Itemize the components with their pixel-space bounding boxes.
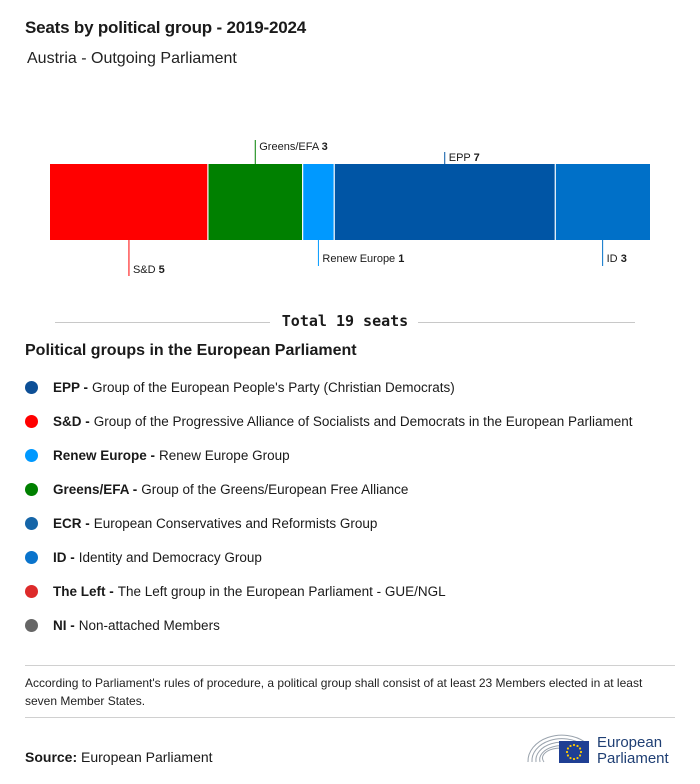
legend-color-dot <box>25 550 38 564</box>
segment-label-value: 7 <box>474 152 480 164</box>
segment-label-value: 3 <box>322 141 328 153</box>
segment-label-value: 1 <box>398 253 404 265</box>
bar-segment <box>50 164 208 240</box>
segment-label: EPP 7 <box>449 152 480 164</box>
hemicycle-flag-icon <box>527 734 589 763</box>
flag-star-icon <box>572 743 576 747</box>
legend-description: Group of the Progressive Alliance of Soc… <box>93 413 633 429</box>
legend-description: Group of the European People's Party (Ch… <box>92 379 455 395</box>
legend-abbr: The Left - <box>53 583 114 599</box>
segment-label: S&D 5 <box>133 264 165 276</box>
segment-label: ID 3 <box>607 253 627 265</box>
chart-subtitle: Austria - Outgoing Parliament <box>27 50 237 67</box>
legend-description: Renew Europe Group <box>159 447 290 463</box>
legend-color-dot <box>25 414 38 428</box>
chart-title: Seats by political group - 2019-2024 <box>25 18 306 37</box>
segment-label-name: ID <box>607 253 621 265</box>
flag-star-icon <box>566 747 570 750</box>
legend-color-dot <box>25 448 38 462</box>
legend-title: Political groups in the European Parliam… <box>25 342 357 359</box>
legend-description: Non-attached Members <box>78 617 220 633</box>
source-value: European Parliament <box>81 749 213 765</box>
bar-segment <box>207 164 303 240</box>
legend-abbr: EPP - <box>53 379 89 395</box>
legend-list: EPP - Group of the European People's Part… <box>25 370 633 642</box>
flag-star-icon <box>579 750 583 754</box>
flag-star-icon <box>569 744 572 748</box>
seats-stacked-bar-chart: S&D 5 Greens/EFA 3 Renew Europe 1 EPP 7 ID 3 <box>50 140 650 276</box>
legend-item: Greens/EFA - Group of the Greens/European… <box>25 472 633 506</box>
footnote: According to Parliament's rules of proce… <box>25 676 643 708</box>
legend-color-dot <box>25 380 38 394</box>
segment-label-value: 5 <box>159 264 165 276</box>
flag-star-icon <box>566 754 570 757</box>
segment-label-name: S&D <box>133 264 159 276</box>
legend-abbr: Greens/EFA - <box>53 481 138 497</box>
flag-star-icon <box>576 744 579 748</box>
segment-label: Greens/EFA 3 <box>259 141 328 153</box>
legend-item: Renew Europe - Renew Europe Group <box>25 438 633 472</box>
bar-segment <box>555 164 650 240</box>
segment-label-value: 3 <box>621 253 627 265</box>
flag-star-icon <box>576 756 579 760</box>
legend-description: Group of the Greens/European Free Allian… <box>141 481 409 497</box>
european-parliament-logo: European Parliament <box>525 728 685 768</box>
total-seats-row: Total 19 seats <box>55 310 635 334</box>
flag-star-icon <box>572 757 576 761</box>
legend-color-dot <box>25 618 38 632</box>
legend-item: ID - Identity and Democracy Group <box>25 540 633 574</box>
flag-star-icon <box>578 754 582 757</box>
bar-segment <box>302 164 335 240</box>
segment-label-name: Renew Europe <box>322 253 398 265</box>
legend-abbr: Renew Europe - <box>53 447 156 463</box>
logo-text-line1: European <box>597 734 663 751</box>
legend-abbr: S&D - <box>53 413 90 429</box>
legend-abbr: NI - <box>53 617 75 633</box>
legend-description: The Left group in the European Parliamen… <box>117 583 446 599</box>
legend-description: European Conservatives and Reformists Gr… <box>93 515 378 531</box>
segment-label-name: Greens/EFA <box>259 141 321 153</box>
legend-abbr: ID - <box>53 549 75 565</box>
legend-color-dot <box>25 482 38 496</box>
flag-star-icon <box>565 750 569 754</box>
legend-description: Identity and Democracy Group <box>78 549 262 565</box>
flag-star-icon <box>569 756 572 760</box>
divider <box>25 665 675 666</box>
legend-item: EPP - Group of the European People's Part… <box>25 370 633 404</box>
bar-segment <box>334 164 556 240</box>
total-left-rule <box>55 322 270 323</box>
legend-color-dot <box>25 516 38 530</box>
segment-label-name: EPP <box>449 152 474 164</box>
segment-label: Renew Europe 1 <box>322 253 404 265</box>
total-seats-label: Total 19 seats <box>271 312 419 330</box>
logo-text-line2: Parliament <box>597 750 669 767</box>
legend-item: S&D - Group of the Progressive Alliance o… <box>25 404 633 438</box>
legend-item: The Left - The Left group in the European… <box>25 574 633 608</box>
source-line: Source: European Parliament <box>25 749 213 765</box>
legend-item: ECR - European Conservatives and Reformis… <box>25 506 633 540</box>
total-right-rule <box>413 322 635 323</box>
source-label: Source: <box>25 749 78 765</box>
flag-star-icon <box>578 747 582 750</box>
legend-abbr: ECR - <box>53 515 90 531</box>
divider <box>25 717 675 718</box>
legend-item: NI - Non-attached Members <box>25 608 633 642</box>
legend-color-dot <box>25 584 38 598</box>
